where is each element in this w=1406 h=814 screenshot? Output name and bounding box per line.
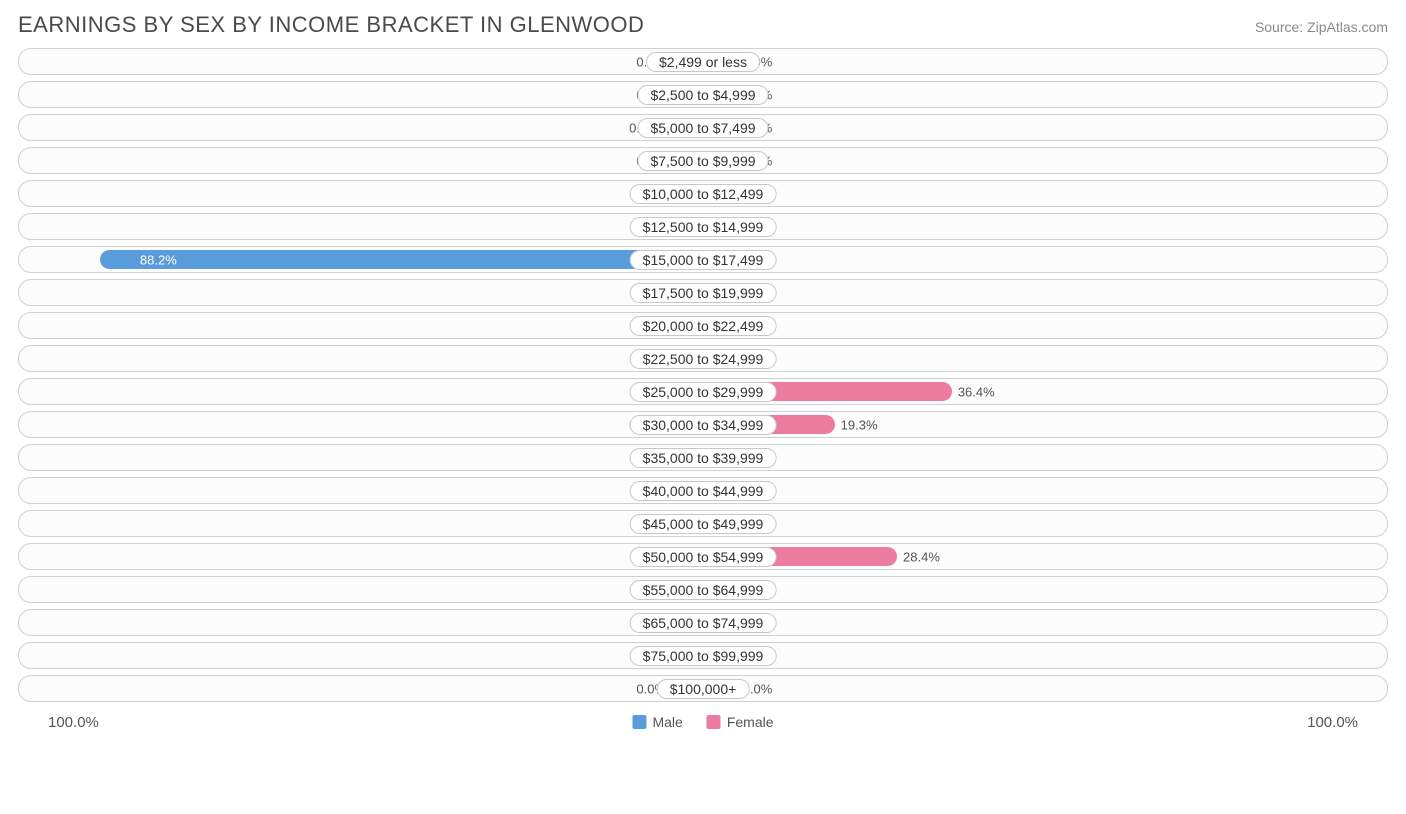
category-label: $55,000 to $64,999 [630,580,777,600]
row-track: $40,000 to $44,999 [18,477,1388,504]
legend-male: Male [632,714,682,730]
row-track: $17,500 to $19,999 [18,279,1388,306]
chart-row: $40,000 to $44,9990.0%2.3% [18,477,1388,504]
row-track: $20,000 to $22,499 [18,312,1388,339]
row-track: $7,500 to $9,999 [18,147,1388,174]
category-label: $2,499 or less [646,52,760,72]
chart-row: $2,500 to $4,9990.0%0.0% [18,81,1388,108]
row-track: $100,000+ [18,675,1388,702]
category-label: $22,500 to $24,999 [630,349,777,369]
chart-row: $45,000 to $49,9994.7%2.3% [18,510,1388,537]
chart-row: $22,500 to $24,9990.0%0.0% [18,345,1388,372]
row-track: $55,000 to $64,999 [18,576,1388,603]
chart-row: $7,500 to $9,9990.0%1.1% [18,147,1388,174]
chart-row: $55,000 to $64,9990.0%4.6% [18,576,1388,603]
legend-label-female: Female [727,714,774,730]
axis-max-right: 100.0% [1307,714,1358,731]
chart-row: $10,000 to $12,4990.0%0.0% [18,180,1388,207]
legend-swatch-male [632,715,646,729]
row-track: $10,000 to $12,499 [18,180,1388,207]
category-label: $35,000 to $39,999 [630,448,777,468]
category-label: $7,500 to $9,999 [637,151,768,171]
category-label: $12,500 to $14,999 [630,217,777,237]
axis-max-left: 100.0% [48,714,99,731]
category-label: $75,000 to $99,999 [630,646,777,666]
chart-row: $5,000 to $7,4990.28%0.0% [18,114,1388,141]
category-label: $2,500 to $4,999 [637,85,768,105]
category-label: $50,000 to $54,999 [630,547,777,567]
chart-source: Source: ZipAtlas.com [1255,19,1388,35]
chart-row: $25,000 to $29,9994.1%36.4% [18,378,1388,405]
row-track: $15,000 to $17,499 [18,246,1388,273]
row-track: $50,000 to $54,999 [18,543,1388,570]
chart-row: $2,499 or less0.0%0.0% [18,48,1388,75]
chart-header: EARNINGS BY SEX BY INCOME BRACKET IN GLE… [18,12,1388,38]
chart-row: $30,000 to $34,9990.28%19.3% [18,411,1388,438]
chart-body: $2,499 or less0.0%0.0% $2,500 to $4,9990.… [18,48,1388,702]
legend: Male Female [632,714,773,730]
legend-swatch-female [707,715,721,729]
category-label: $25,000 to $29,999 [630,382,777,402]
row-track: $2,499 or less [18,48,1388,75]
male-pct-label: 88.2% [140,252,177,267]
category-label: $15,000 to $17,499 [630,250,777,270]
category-label: $65,000 to $74,999 [630,613,777,633]
chart-row: $17,500 to $19,9990.0%2.3% [18,279,1388,306]
category-label: $20,000 to $22,499 [630,316,777,336]
category-label: $5,000 to $7,499 [637,118,768,138]
chart-row: $20,000 to $22,4990.0%0.0% [18,312,1388,339]
chart-title: EARNINGS BY SEX BY INCOME BRACKET IN GLE… [18,12,644,38]
chart-footer: 100.0% Male Female 100.0% [18,710,1388,734]
row-track: $12,500 to $14,999 [18,213,1388,240]
row-track: $75,000 to $99,999 [18,642,1388,669]
legend-label-male: Male [652,714,682,730]
row-track: $30,000 to $34,999 [18,411,1388,438]
category-label: $17,500 to $19,999 [630,283,777,303]
chart-row: $15,000 to $17,49988.2%0.0% [18,246,1388,273]
category-label: $100,000+ [657,679,750,699]
legend-female: Female [707,714,774,730]
row-track: $2,500 to $4,999 [18,81,1388,108]
chart-row: $75,000 to $99,9990.0%0.0% [18,642,1388,669]
chart-row: $50,000 to $54,9990.0%28.4% [18,543,1388,570]
row-track: $65,000 to $74,999 [18,609,1388,636]
chart-row: $100,000+0.0%0.0% [18,675,1388,702]
row-track: $45,000 to $49,999 [18,510,1388,537]
category-label: $10,000 to $12,499 [630,184,777,204]
female-pct-label: 28.4% [903,549,940,564]
category-label: $40,000 to $44,999 [630,481,777,501]
row-track: $35,000 to $39,999 [18,444,1388,471]
female-pct-label: 19.3% [841,417,878,432]
female-pct-label: 36.4% [958,384,995,399]
chart-row: $65,000 to $74,9991.4%0.0% [18,609,1388,636]
category-label: $30,000 to $34,999 [630,415,777,435]
male-bar [100,250,703,269]
chart-row: $35,000 to $39,9991.1%0.0% [18,444,1388,471]
category-label: $45,000 to $49,999 [630,514,777,534]
row-track: $25,000 to $29,999 [18,378,1388,405]
chart-row: $12,500 to $14,9990.0%3.4% [18,213,1388,240]
row-track: $5,000 to $7,499 [18,114,1388,141]
row-track: $22,500 to $24,999 [18,345,1388,372]
